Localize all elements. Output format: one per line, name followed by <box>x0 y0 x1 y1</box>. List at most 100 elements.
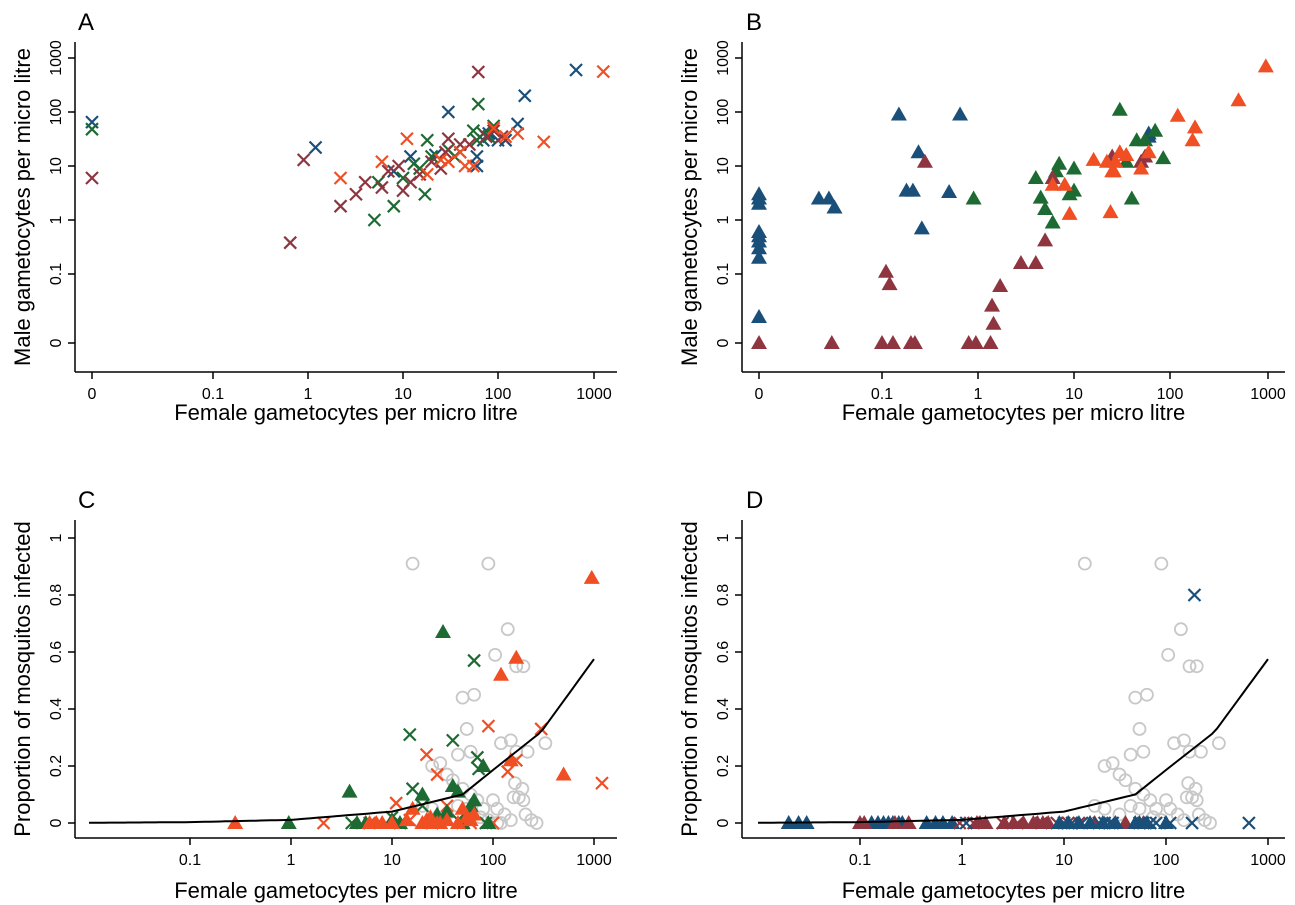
series-green-triangle <box>965 101 1172 229</box>
triangle-marker <box>1155 150 1172 165</box>
cross-marker <box>486 121 501 136</box>
cross-marker <box>358 175 372 190</box>
circle-marker <box>1136 744 1151 759</box>
cross-marker <box>596 64 611 79</box>
triangle-marker <box>751 308 767 323</box>
circle-marker <box>1112 807 1127 822</box>
cross-marker <box>419 747 434 762</box>
cross-marker <box>415 799 430 813</box>
circle-marker <box>1167 736 1181 751</box>
circle-marker <box>1132 722 1147 736</box>
x-axis-label: Female gametocytes per micro litre <box>174 400 518 425</box>
x-tick-label: 10 <box>1065 386 1083 403</box>
cross-marker <box>537 135 551 149</box>
triangle-marker <box>941 184 958 199</box>
circle-marker <box>433 756 448 771</box>
cross-marker <box>387 199 401 213</box>
cross-marker <box>381 164 396 179</box>
x-tick-label: 0.1 <box>871 386 893 403</box>
triangle-marker <box>424 815 441 829</box>
circle-marker <box>1097 759 1112 773</box>
panel-c: C 0.1 1 10 100 1000 0 0.2 0.4 0.6 0.8 1 Female gamet… <box>10 487 617 903</box>
y-tick-label: 0.8 <box>715 584 732 606</box>
cross-marker <box>367 213 382 227</box>
circle-marker <box>1128 690 1143 705</box>
cross-marker <box>441 131 456 146</box>
triangle-marker <box>1257 58 1274 73</box>
cross-marker <box>1010 816 1025 830</box>
triangle-marker <box>1140 144 1157 159</box>
cross-marker <box>517 88 532 103</box>
y-tick-label: 0.2 <box>715 755 732 777</box>
triangle-marker <box>466 806 483 821</box>
fitted-curve <box>757 658 1269 824</box>
x-tick-label: 10 <box>394 386 412 403</box>
y-tick-label: 100 <box>48 99 65 126</box>
triangle-marker <box>449 815 466 829</box>
triangle-marker <box>1118 146 1135 161</box>
triangle-marker <box>438 812 455 827</box>
cross-marker <box>333 199 348 213</box>
circle-marker <box>1189 659 1204 674</box>
series-red-triangle <box>751 148 1154 349</box>
x-tick-label: 0.1 <box>202 386 224 403</box>
triangle-marker <box>1085 151 1102 166</box>
circle-marker <box>455 690 470 705</box>
triangle-marker <box>977 815 994 829</box>
triangle-marker <box>583 569 600 584</box>
triangle-marker <box>1094 815 1111 829</box>
triangle-marker <box>823 335 840 349</box>
cross-marker <box>420 167 435 182</box>
circle-marker <box>1194 744 1208 759</box>
triangle-marker <box>1037 232 1054 247</box>
circle-marker <box>1132 801 1147 816</box>
triangle-marker <box>404 800 421 815</box>
x-tick-label: 0 <box>88 386 97 403</box>
triangle-marker <box>826 199 843 214</box>
series-green-triangle <box>280 624 497 829</box>
y-tick-label: 0 <box>48 338 65 347</box>
circle-marker <box>1123 799 1138 813</box>
circle-marker <box>538 736 553 751</box>
cross-marker <box>471 97 486 111</box>
circle-marker <box>476 801 491 816</box>
triangle-marker <box>475 758 492 772</box>
triangle-marker <box>1027 254 1044 269</box>
x-axis-label: Female gametocytes per micro litre <box>174 878 518 903</box>
triangle-marker <box>414 786 431 801</box>
x-tick-label: 1000 <box>1250 852 1286 869</box>
y-tick-label: 10 <box>715 157 732 175</box>
x-tick-label: 1 <box>958 852 967 869</box>
y-tick-label: 0.4 <box>48 698 65 720</box>
circle-marker <box>405 556 420 571</box>
triangle-marker <box>1107 815 1124 829</box>
circle-marker <box>500 622 515 637</box>
triangle-marker <box>502 752 519 767</box>
x-tick-label: 100 <box>485 386 512 403</box>
y-tick-label: 100 <box>715 99 732 126</box>
y-tick-label: 0.6 <box>48 641 65 663</box>
circle-marker <box>1123 747 1138 762</box>
triangle-marker <box>348 815 365 829</box>
triangle-marker <box>985 315 1002 330</box>
circle-marker <box>1077 556 1092 571</box>
triangle-marker <box>1107 153 1124 168</box>
circle-marker <box>488 647 503 662</box>
circle-marker <box>1149 801 1164 816</box>
circle-marker <box>494 816 508 830</box>
y-tick-label: 0 <box>48 818 65 827</box>
triangle-marker <box>890 106 907 121</box>
cross-marker <box>85 122 99 136</box>
cross-marker <box>446 733 460 748</box>
triangle-marker <box>438 803 455 818</box>
circle-marker <box>1211 736 1226 751</box>
triangle-marker <box>1060 815 1077 829</box>
circle-marker <box>1118 773 1133 788</box>
circle-marker <box>467 687 482 702</box>
circle-marker <box>1140 687 1154 702</box>
cross-marker <box>405 782 420 796</box>
triangle-marker <box>341 783 358 798</box>
circle-marker <box>1181 776 1196 790</box>
triangle-marker <box>1012 254 1029 269</box>
